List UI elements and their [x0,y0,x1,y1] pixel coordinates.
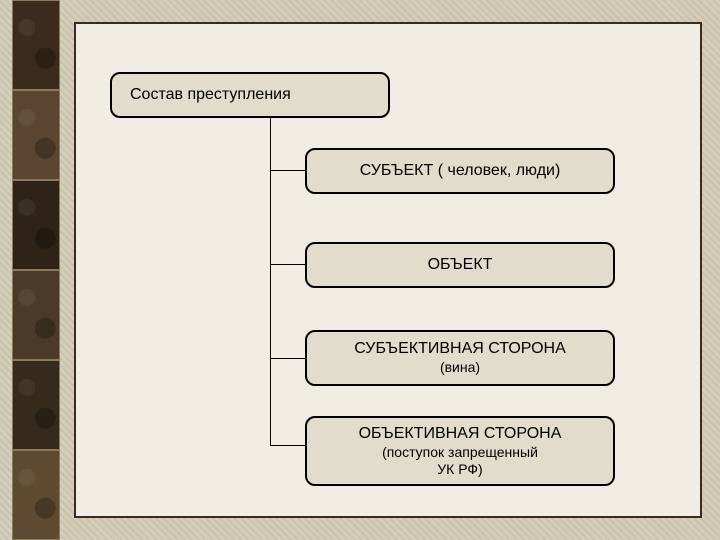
strip-tile [12,180,60,270]
node-object-label: ОБЪЕКТ [428,255,493,275]
node-subject: СУБЪЕКТ ( человек, люди) [305,148,615,194]
node-objective-side-sublabel: (поступок запрещенный [359,444,562,462]
page-root: Состав преступления СУБЪЕКТ ( человек, л… [0,0,720,540]
connector-branch-1 [270,170,305,171]
node-object: ОБЪЕКТ [305,242,615,288]
strip-tile [12,90,60,180]
node-subjective-side: СУБЪЕКТИВНАЯ СТОРОНА (вина) [305,330,615,386]
left-decorative-strip [12,0,60,540]
strip-tile [12,270,60,360]
node-objective-side: ОБЪЕКТИВНАЯ СТОРОНА (поступок запрещенны… [305,416,615,486]
connector-branch-2 [270,264,305,265]
node-subject-label: СУБЪЕКТ ( человек, люди) [360,161,561,181]
node-objective-side-label: ОБЪЕКТИВНАЯ СТОРОНА [359,425,562,442]
connector-branch-4 [270,445,305,446]
node-objective-side-text: ОБЪЕКТИВНАЯ СТОРОНА (поступок запрещенны… [359,424,562,479]
node-subjective-side-text: СУБЪЕКТИВНАЯ СТОРОНА (вина) [354,339,566,377]
node-objective-side-sublabel2: УК РФ) [359,461,562,479]
strip-tile [12,0,60,90]
node-root: Состав преступления [110,72,390,118]
strip-tile [12,360,60,450]
node-subjective-side-label: СУБЪЕКТИВНАЯ СТОРОНА [354,340,566,357]
connector-trunk [270,118,271,445]
node-root-label: Состав преступления [130,85,291,105]
connector-branch-3 [270,358,305,359]
node-subjective-side-sublabel: (вина) [354,359,566,377]
strip-tile [12,450,60,540]
